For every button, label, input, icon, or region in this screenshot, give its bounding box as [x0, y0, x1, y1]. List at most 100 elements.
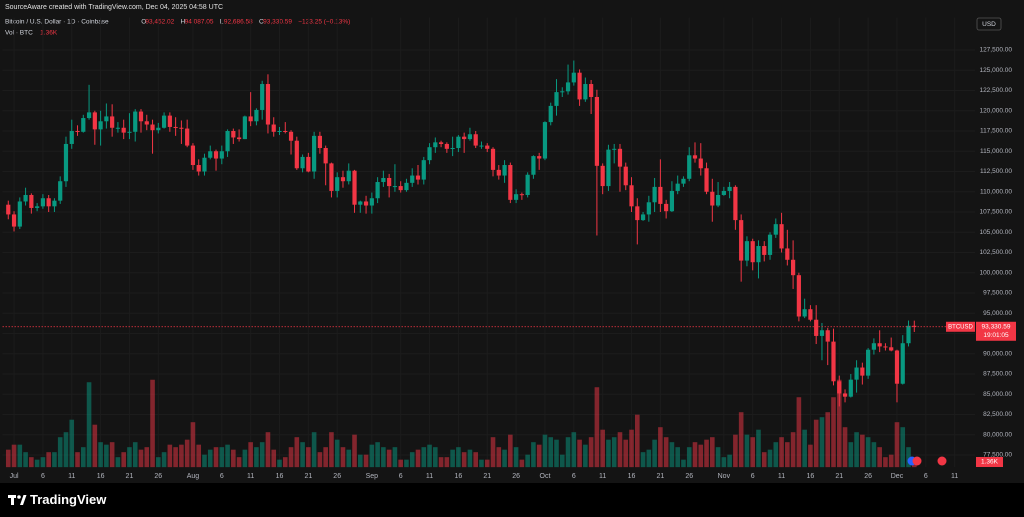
volume-bar [461, 452, 467, 468]
candle-body [92, 112, 97, 130]
volume-bar [334, 439, 340, 468]
candle-body [340, 177, 346, 182]
x-tick-label: 11 [68, 473, 75, 480]
event-icon[interactable] [912, 456, 922, 466]
volume-bar [121, 452, 126, 468]
volume-bar [663, 437, 669, 468]
volume-bar [34, 459, 40, 468]
candle-body [906, 325, 911, 344]
event-icon[interactable] [937, 456, 947, 466]
volume-label: 1.36K [981, 459, 999, 466]
candle-body [306, 156, 311, 172]
logo-part [17, 495, 21, 499]
candle-body [571, 72, 576, 83]
candle-body [508, 165, 513, 200]
volume-bar [675, 447, 680, 468]
volume-bar [502, 449, 507, 468]
x-tick-label: 16 [454, 473, 462, 480]
volume-bar [473, 452, 479, 468]
candle-body [190, 145, 196, 166]
candle-body [831, 341, 836, 382]
volume-bar [796, 397, 802, 468]
volume-bar [323, 447, 328, 468]
volume-bar [594, 387, 600, 468]
x-tick-label: 21 [483, 473, 491, 480]
volume-bar [906, 447, 911, 468]
candle-body [848, 379, 853, 397]
volume-bar [167, 444, 173, 468]
candle-body [115, 127, 121, 129]
y-tick-label: 97,500.00 [983, 290, 1012, 297]
volume-bar [681, 459, 686, 468]
candle-body [363, 201, 369, 206]
legend-text: C [259, 19, 264, 26]
x-tick-label: 6 [751, 473, 755, 480]
legend-text: 94,087.05 [185, 19, 214, 26]
volume-bar [357, 454, 363, 468]
candle-body [744, 241, 750, 261]
volume-bar [190, 422, 196, 468]
y-tick-label: 80,000.00 [983, 431, 1012, 438]
candle-body [265, 84, 271, 125]
volume-bar [710, 437, 715, 468]
candle-body [410, 175, 415, 183]
x-tick-label: 26 [154, 473, 162, 480]
candle-body [69, 131, 74, 144]
volume-bar [513, 447, 519, 468]
candle-body [623, 166, 628, 186]
x-tick-label: 21 [304, 473, 312, 480]
candle-body [288, 131, 294, 141]
candle-body [796, 275, 801, 317]
x-tick-label: 6 [924, 473, 928, 480]
candle-body [646, 202, 651, 215]
y-tick-label: 85,000.00 [983, 391, 1012, 398]
candle-body [75, 131, 80, 132]
candle-body [98, 121, 103, 130]
candle-body [438, 142, 444, 144]
candle-body [681, 178, 686, 184]
candle-body [415, 175, 421, 180]
volume-bar [109, 442, 115, 468]
volume-bar [467, 449, 473, 468]
candle-body [358, 201, 363, 205]
x-tick-label: Aug [187, 473, 200, 480]
legend-text: 93,330.59 [263, 19, 292, 26]
candle-body [819, 330, 825, 336]
volume-bar [888, 454, 894, 468]
candle-body [462, 136, 467, 140]
volume-bar [802, 429, 807, 468]
candle-body [381, 177, 386, 183]
volume-bar [496, 447, 502, 468]
volume-bar [883, 457, 888, 468]
x-tick-label: 16 [276, 473, 284, 480]
y-tick-label: 117,500.00 [980, 128, 1012, 135]
x-tick-label: 16 [97, 473, 105, 480]
legend-text: Vol · BTC [5, 30, 33, 37]
candle-body [473, 134, 478, 146]
volume-bar [565, 437, 571, 468]
candle-body [375, 182, 380, 199]
volume-bar [5, 449, 11, 468]
candle-body [490, 148, 496, 170]
volume-bar [438, 457, 444, 468]
candle-body [346, 170, 351, 182]
candle-body [721, 190, 726, 195]
candle-body [456, 136, 461, 149]
volume-bar [704, 439, 709, 468]
plot: 77,500.00 80,000.00 82,500.00 85,000.00 87,5… [2, 17, 1016, 480]
candle-body [121, 127, 126, 133]
volume-bar [536, 444, 542, 468]
volume-bar [415, 449, 421, 468]
volume-bar [23, 452, 28, 468]
candle-body [144, 121, 149, 125]
currency-button[interactable] [976, 17, 1002, 31]
volume-bar [894, 422, 900, 468]
currency[interactable]: USD [982, 21, 996, 28]
volume-bar [836, 379, 842, 468]
volume-bar [785, 442, 790, 468]
candle-body [444, 143, 449, 149]
volume-bar [277, 459, 282, 468]
candle-body [387, 177, 392, 187]
candle-body [6, 204, 11, 215]
candle-body [594, 96, 599, 166]
